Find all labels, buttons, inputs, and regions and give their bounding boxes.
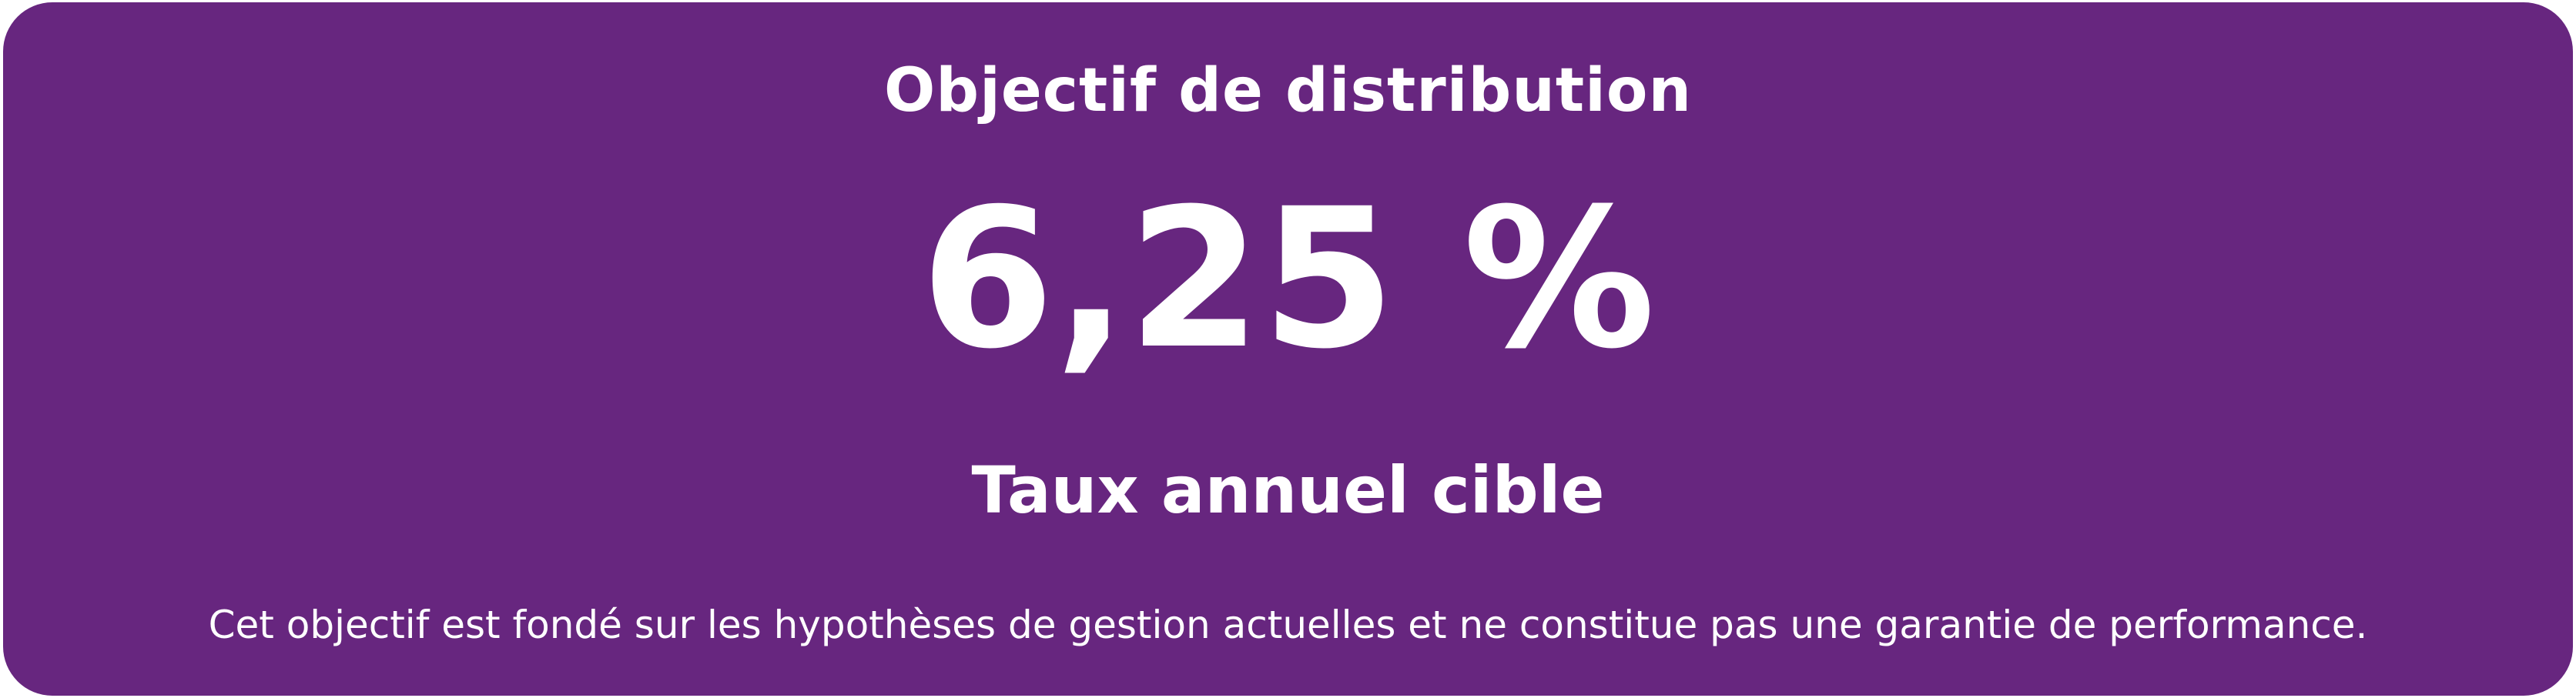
card-title: Objectif de distribution (883, 56, 1692, 125)
info-card: Objectif de distribution 6,25 % Taux ann… (3, 2, 2573, 696)
value-label: Taux annuel cible (971, 453, 1605, 528)
target-value: 6,25 % (920, 167, 1656, 391)
disclaimer: Cet objectif est fondé sur les hypothèse… (208, 603, 2368, 647)
